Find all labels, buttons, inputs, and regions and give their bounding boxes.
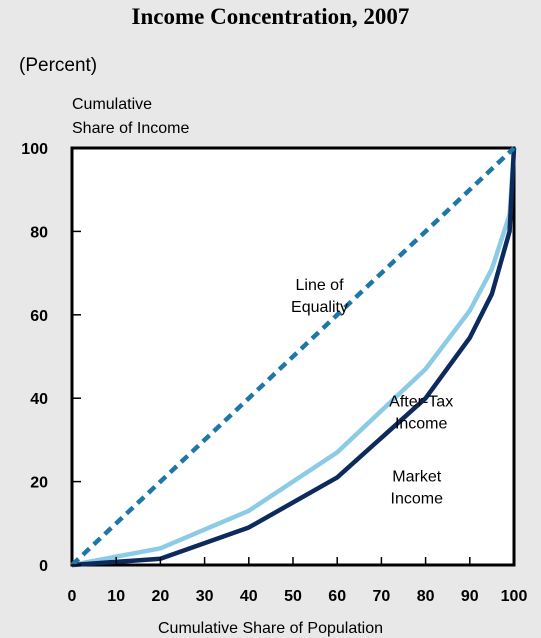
series-layer bbox=[70, 146, 517, 568]
after-tax-income-label: After-Tax Income bbox=[389, 394, 453, 433]
y-tick-label: 100 bbox=[21, 141, 48, 158]
y-axis-label-line-1: Cumulative bbox=[72, 96, 153, 113]
line-of-equality-label-line: Equality bbox=[291, 299, 348, 316]
x-tick-label: 30 bbox=[196, 588, 214, 605]
x-tick-label: 100 bbox=[501, 588, 528, 605]
market-income-label: Market Income bbox=[391, 469, 444, 508]
x-tick-label: 50 bbox=[284, 588, 302, 605]
x-tick-label: 60 bbox=[328, 588, 346, 605]
y-tick-label: 40 bbox=[30, 391, 48, 408]
y-tick-label: 20 bbox=[30, 475, 48, 492]
after-tax-income-line bbox=[71, 147, 517, 568]
line-of-equality-label: Line of Equality bbox=[291, 277, 348, 316]
line-of-equality-line bbox=[70, 146, 516, 567]
after-tax-income-label-line: After-Tax bbox=[389, 394, 453, 411]
x-tick-label: 70 bbox=[373, 588, 391, 605]
y-tick-label: 80 bbox=[30, 224, 48, 241]
x-tick-label: 20 bbox=[152, 588, 170, 605]
series-label-layer: Line of Equality After-Tax Income Market Inco… bbox=[291, 277, 453, 508]
y-axis-label-line-2: Share of Income bbox=[72, 120, 190, 137]
x-tick-label: 90 bbox=[461, 588, 479, 605]
market-income-label-line: Market bbox=[392, 469, 441, 486]
after-tax-income-label-line: Income bbox=[395, 416, 448, 433]
x-tick-label: 10 bbox=[107, 588, 125, 605]
chart-unit-label: (Percent) bbox=[19, 55, 98, 76]
x-tick-label: 80 bbox=[417, 588, 435, 605]
y-tick-label: 60 bbox=[30, 308, 48, 325]
market-income-label-line: Income bbox=[391, 491, 444, 508]
line-of-equality-label-line: Line of bbox=[295, 277, 344, 294]
x-tick-label: 0 bbox=[68, 588, 77, 605]
tick-layer: 0 20 40 60 80 100 0 10 20 30 40 50 60 70 80 90 100 bbox=[21, 141, 527, 605]
x-axis-label: Cumulative Share of Population bbox=[157, 620, 384, 637]
x-tick-label: 40 bbox=[240, 588, 258, 605]
market-income-line bbox=[71, 147, 517, 568]
y-axis-label: Cumulative Share of Income bbox=[72, 93, 189, 141]
chart-title: Income Concentration, 2007 bbox=[131, 4, 410, 29]
y-tick-label: 0 bbox=[39, 558, 48, 575]
